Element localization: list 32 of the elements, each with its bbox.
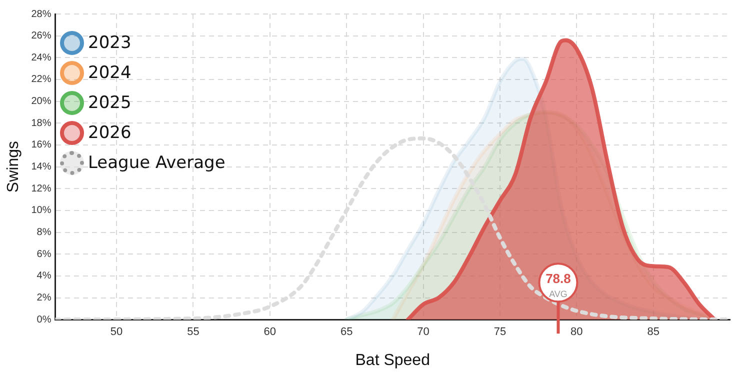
y-tick-label: 16% (31, 140, 52, 151)
y-tick-label: 14% (31, 162, 52, 173)
legend-label: 2026 (88, 123, 132, 143)
legend-label: 2024 (88, 63, 132, 83)
y-tick-label: 22% (31, 74, 52, 86)
y-tick-label: 6% (36, 248, 52, 260)
legend-label: 2025 (88, 93, 132, 113)
y-tick-label: 10% (31, 205, 52, 216)
ref-line-label: 78.8 (546, 271, 571, 286)
y-tick-label: 4% (36, 270, 52, 282)
legend-label: 2023 (88, 33, 132, 53)
y-tick-label: 8% (36, 227, 52, 238)
y-tick-label: 18% (31, 118, 52, 129)
legend-label: League Average (88, 153, 226, 173)
x-tick-label: 85 (647, 326, 660, 338)
x-tick-label: 50 (110, 326, 123, 338)
x-tick-label: 75 (494, 326, 506, 338)
x-tick-label: 80 (570, 326, 583, 338)
y-axis-title: Swings (5, 141, 22, 193)
annotation: AVG (549, 289, 568, 300)
y-tick-label: 2% (36, 292, 52, 304)
y-tick-label: 0% (36, 314, 52, 326)
x-tick-label: 60 (264, 326, 276, 338)
y-tick-label: 28% (31, 8, 52, 20)
x-axis-title: Bat Speed (355, 352, 430, 369)
x-tick-label: 55 (187, 326, 200, 338)
y-tick-label: 12% (31, 183, 52, 194)
x-tick-label: 70 (417, 326, 430, 338)
y-tick-label: 20% (31, 96, 52, 108)
x-tick-label: 65 (340, 326, 353, 338)
y-tick-label: 26% (31, 30, 52, 42)
y-tick-label: 24% (31, 52, 52, 64)
